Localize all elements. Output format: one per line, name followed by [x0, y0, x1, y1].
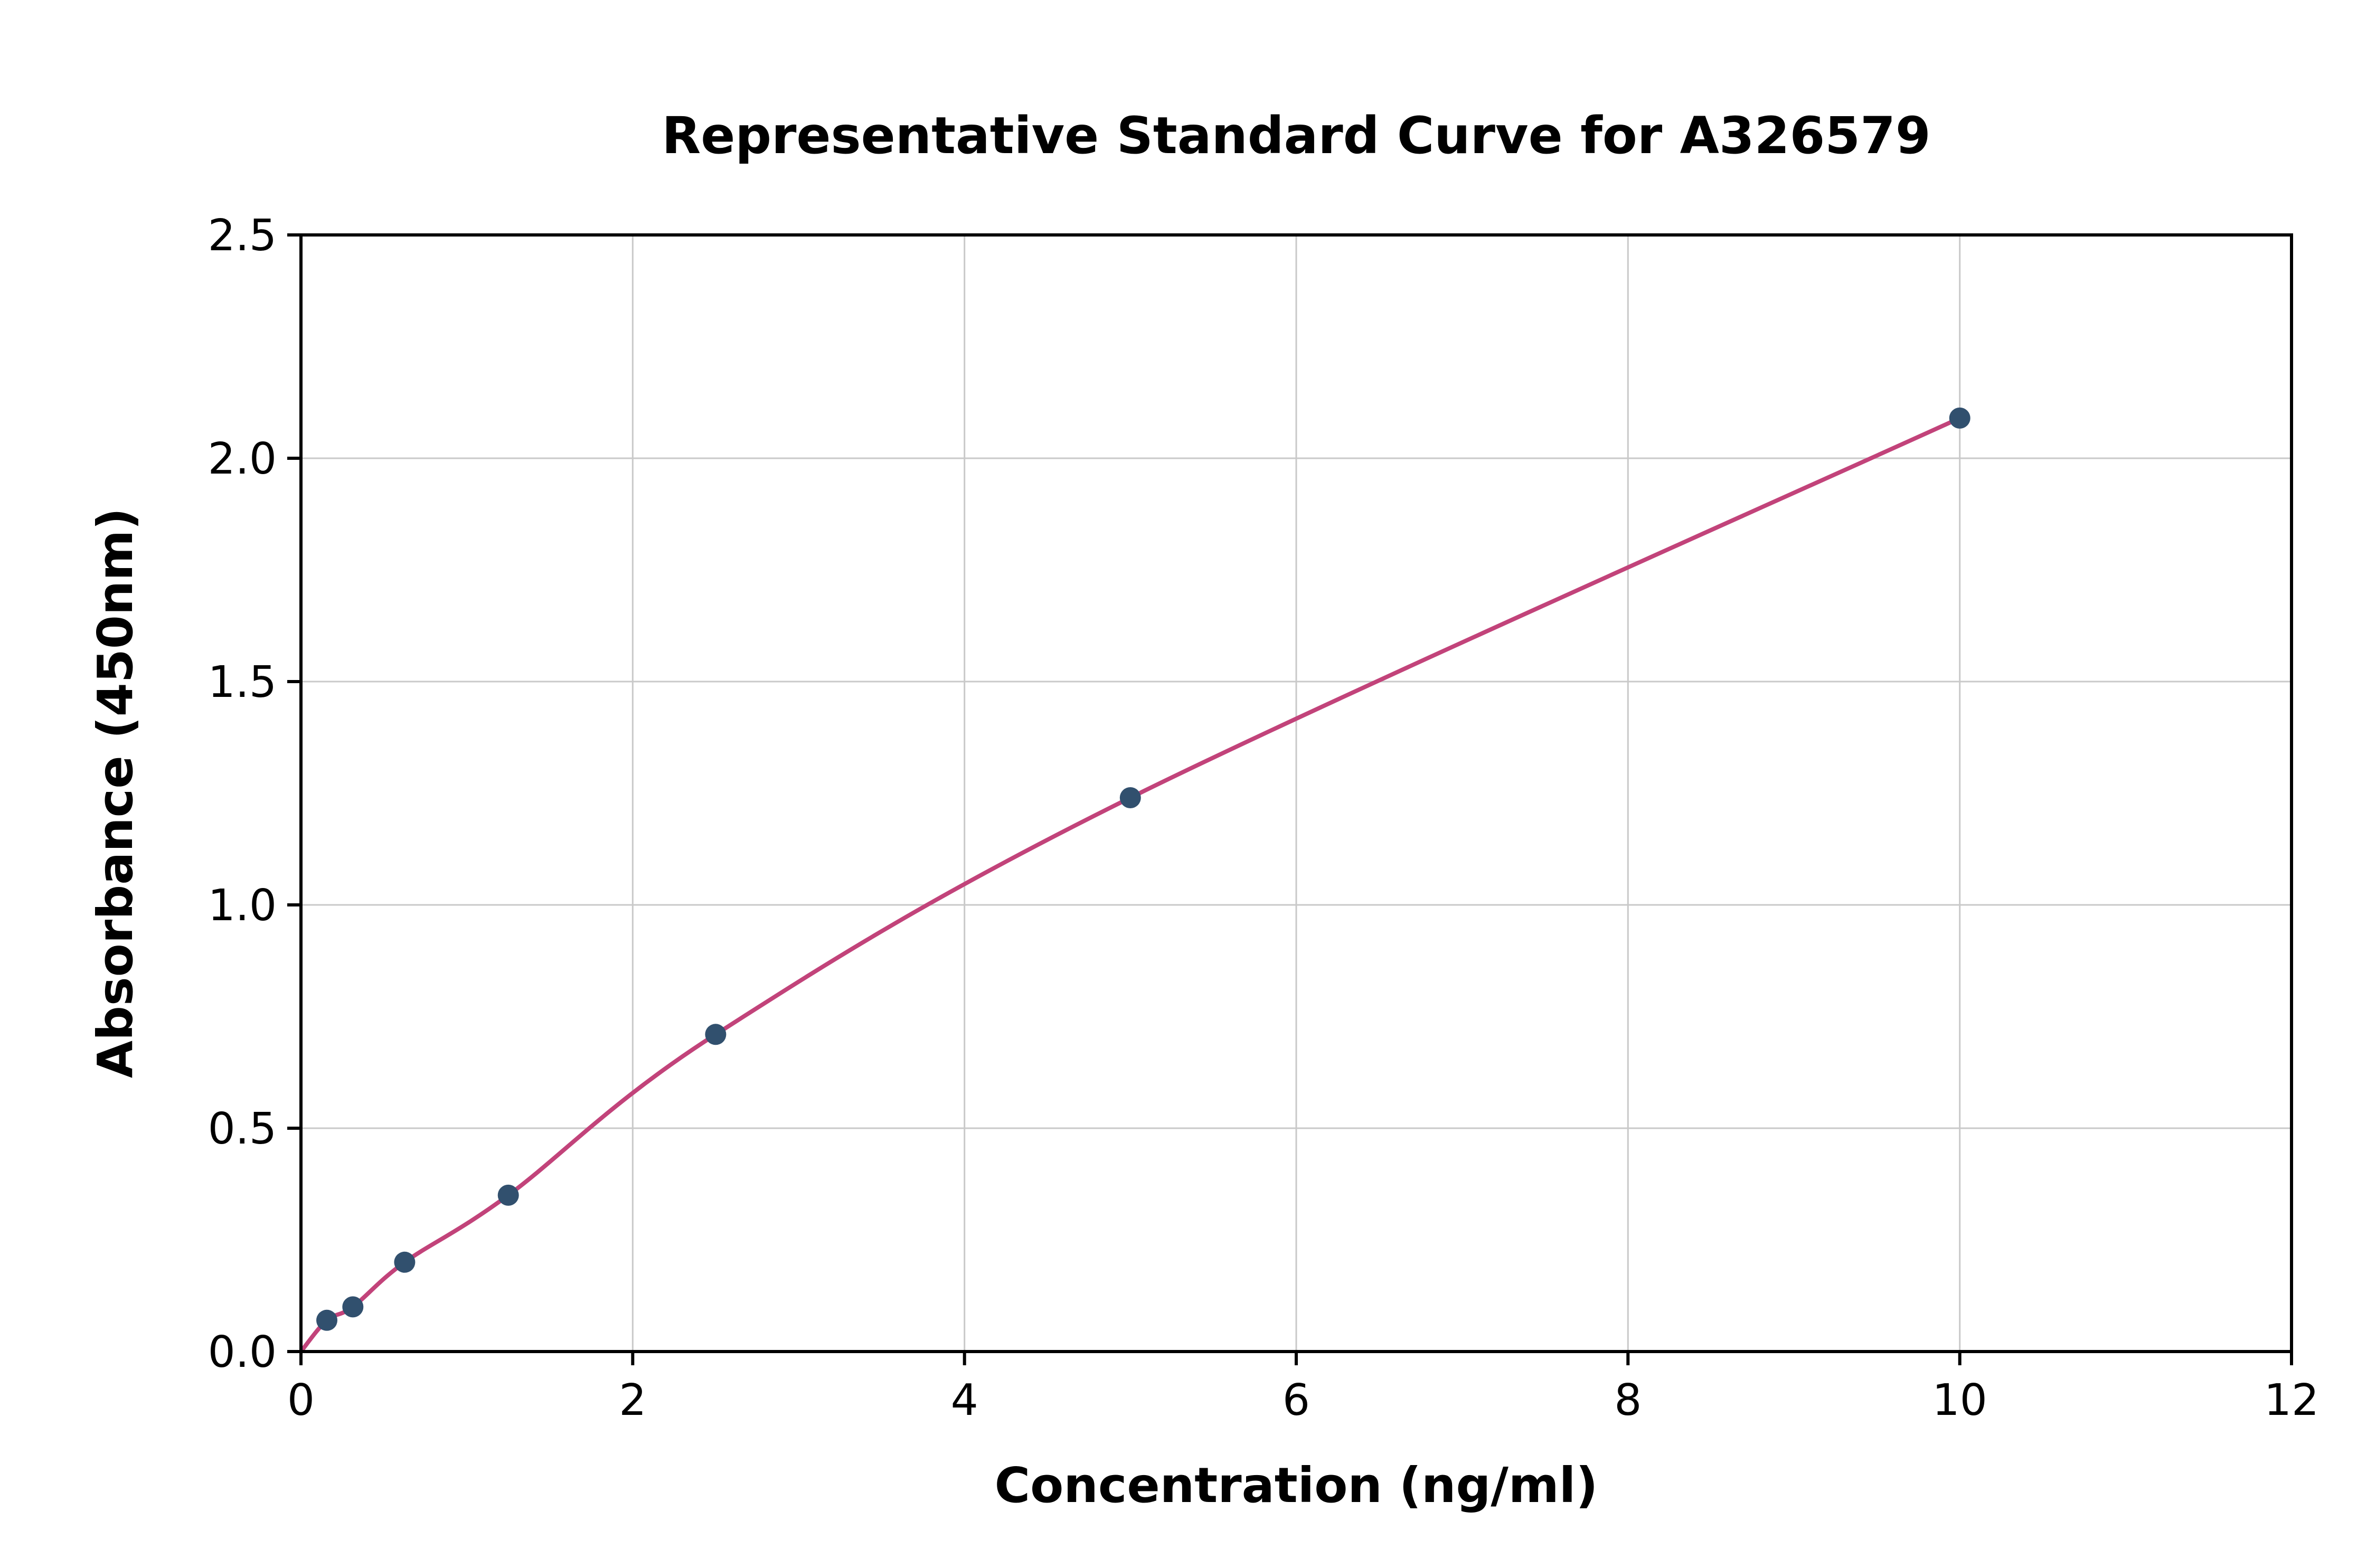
data-point: [1949, 407, 1970, 429]
x-tick-label: 10: [1932, 1375, 1987, 1425]
tick-marks: [287, 233, 2293, 1365]
y-tick-label: 1.0: [208, 881, 277, 931]
fitted-curve-line: [299, 415, 1962, 1354]
x-axis-label: Concentration (ng/ml): [995, 1457, 1598, 1514]
data-point: [705, 1024, 727, 1045]
y-tick-label: 0.5: [208, 1104, 277, 1154]
tick-labels: 0 2 4 6 8 10 12 0.0 0.5 1.0 1.5 2.0 2.5: [208, 211, 2320, 1425]
x-tick-label: 2: [619, 1375, 646, 1425]
x-tick-label: 12: [2264, 1375, 2319, 1425]
grid-lines: [300, 234, 2293, 1353]
x-tick-label: 8: [1614, 1375, 1642, 1425]
y-axis-label: Absorbance (450nm): [87, 508, 144, 1078]
x-tick-label: 6: [1283, 1375, 1310, 1425]
data-point: [1119, 787, 1141, 808]
y-tick-label: 2.5: [208, 211, 277, 261]
chart-title: Representative Standard Curve for A32657…: [662, 106, 1930, 165]
y-tick-label: 1.5: [208, 657, 277, 707]
data-points: [316, 407, 1970, 1331]
data-point: [342, 1296, 364, 1318]
data-point: [497, 1184, 519, 1206]
y-tick-label: 2.0: [208, 434, 277, 484]
x-tick-label: 0: [287, 1375, 315, 1425]
data-point: [394, 1251, 416, 1273]
data-point: [316, 1309, 337, 1331]
x-tick-label: 4: [951, 1375, 978, 1425]
y-tick-label: 0.0: [208, 1327, 277, 1377]
